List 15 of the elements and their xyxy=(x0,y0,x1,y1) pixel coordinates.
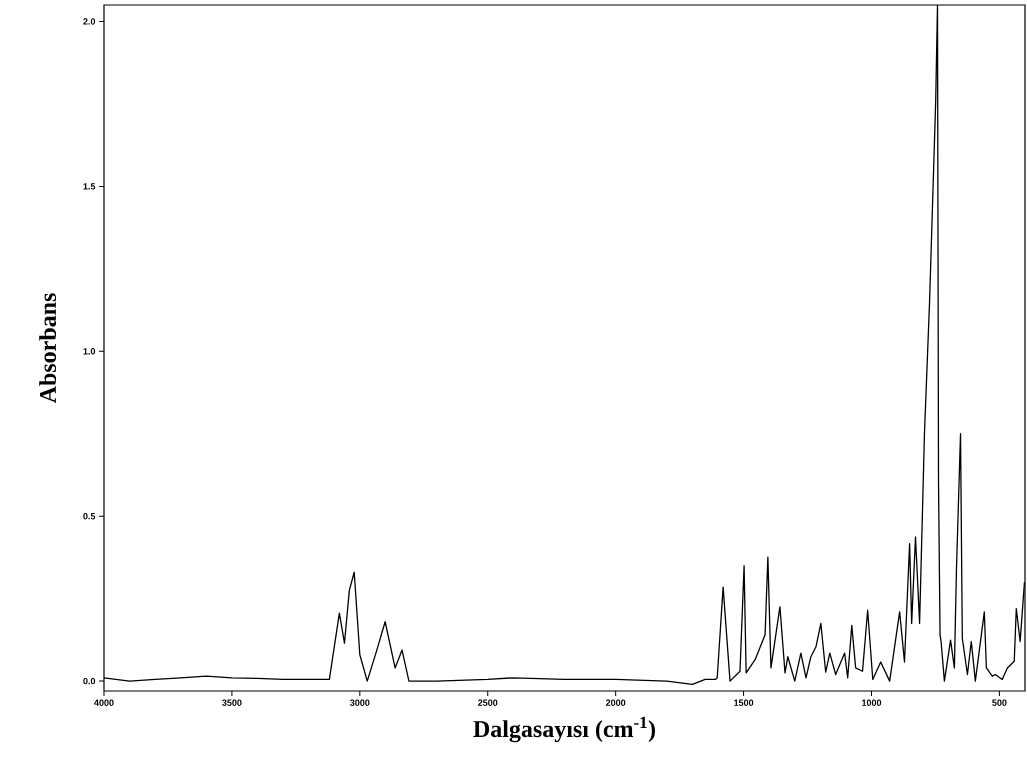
y-tick-label: 2.0 xyxy=(83,18,96,25)
x-tick-label: 1000 xyxy=(862,699,882,706)
y-tick-label: 1.0 xyxy=(83,348,96,355)
x-axis-title: Dalgasayısı (cm$^{-1}$) xyxy=(473,716,655,743)
x-tick-label: 1500 xyxy=(734,699,754,706)
x-tick-label: 2000 xyxy=(605,699,626,706)
x-tick-label: 2500 xyxy=(478,699,498,706)
x-tick-label: 3500 xyxy=(222,699,242,706)
x-tick-label: 3000 xyxy=(350,699,370,706)
y-tick-label: 0.5 xyxy=(83,513,96,520)
x-tick-label: 4000 xyxy=(94,699,114,706)
y-tick-label: 0.0 xyxy=(83,677,96,685)
x-tick-label: 500 xyxy=(992,699,1007,706)
y-axis-title: Absorbans xyxy=(39,293,57,404)
y-tick-label: 1.5 xyxy=(83,183,96,190)
